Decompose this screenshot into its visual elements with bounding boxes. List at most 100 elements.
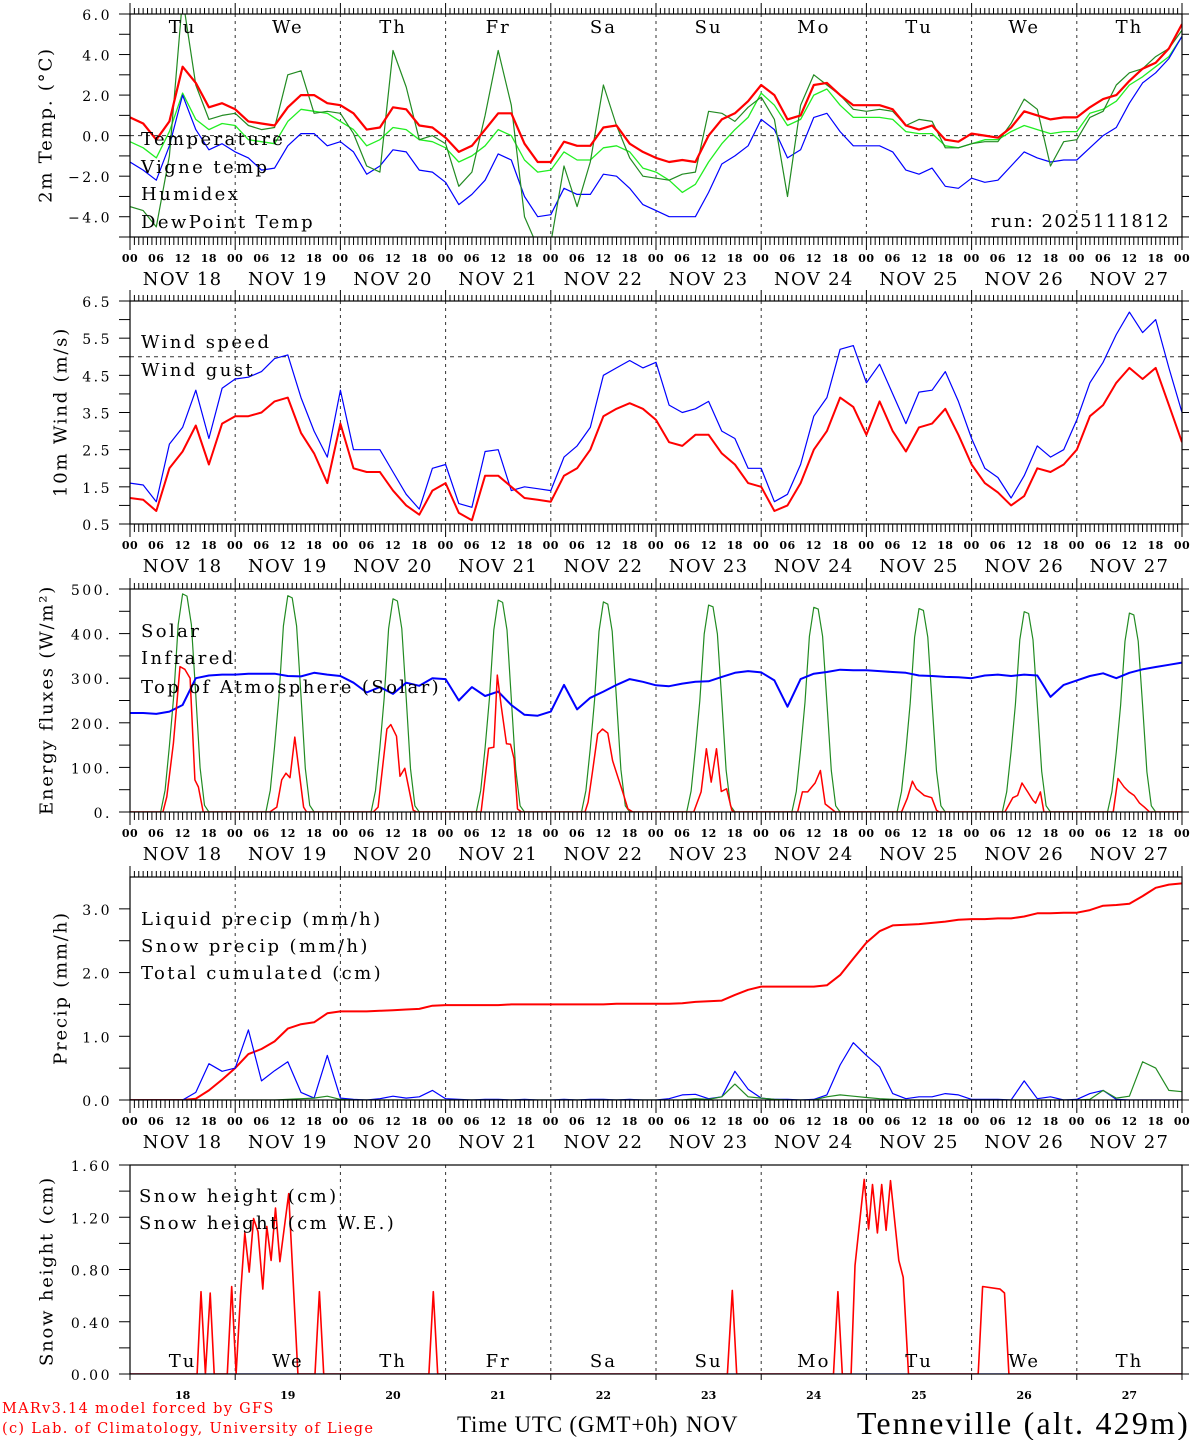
panel-1: −4.0 −2.0 0.0 2.0 4.0 6.0 00 06 12 18 NOV 18 00 06 12… bbox=[68, 3, 1190, 290]
hour-tick-label: 06 bbox=[359, 827, 375, 840]
day-name-label: Th bbox=[1116, 17, 1144, 38]
hour-tick-label: 18 bbox=[201, 827, 217, 840]
legend-infrared: Infrared bbox=[141, 648, 236, 669]
day-name-label: We bbox=[1008, 17, 1040, 38]
date-label: NOV 27 bbox=[1090, 556, 1170, 577]
y-tick-label: 300. bbox=[71, 672, 112, 688]
hour-tick-label: 18 bbox=[201, 1115, 217, 1128]
date-label: NOV 26 bbox=[984, 844, 1064, 865]
date-label: NOV 25 bbox=[879, 269, 959, 290]
hour-tick-label: 12 bbox=[595, 539, 611, 552]
hour-tick-label: 12 bbox=[1016, 539, 1032, 552]
y-tick-label: 4.5 bbox=[82, 369, 112, 385]
hour-tick-label: 18 bbox=[622, 252, 638, 265]
hour-tick-label: 00 bbox=[332, 252, 348, 265]
y-tick-label: 500. bbox=[71, 583, 112, 599]
date-label: NOV 25 bbox=[879, 556, 959, 577]
hour-tick-label: 00 bbox=[227, 1115, 243, 1128]
humidex-line bbox=[130, 35, 1182, 218]
hour-tick-label: 06 bbox=[148, 827, 164, 840]
hour-tick-label: 06 bbox=[569, 539, 585, 552]
day-name-label: Mo bbox=[797, 17, 830, 38]
hour-tick-label: 06 bbox=[569, 827, 585, 840]
y-axis-title-snow: Snow height (cm) bbox=[36, 1176, 57, 1366]
solar-line bbox=[130, 665, 1182, 812]
date-label: NOV 19 bbox=[248, 1132, 328, 1153]
hour-tick-label: 18 bbox=[832, 1115, 848, 1128]
hour-tick-label: 00 bbox=[858, 827, 874, 840]
hour-tick-label: 06 bbox=[885, 1115, 901, 1128]
dewpoint-temp-line bbox=[130, 35, 1182, 194]
date-label: NOV 19 bbox=[248, 844, 328, 865]
hour-tick-label: 06 bbox=[569, 252, 585, 265]
hour-tick-label: 06 bbox=[359, 1115, 375, 1128]
day-name-label: Th bbox=[379, 17, 407, 38]
y-tick-label: 2.0 bbox=[82, 967, 112, 983]
y-tick-label: −4.0 bbox=[68, 211, 112, 227]
date-label: NOV 20 bbox=[353, 1132, 433, 1153]
hour-tick-label: 18 bbox=[1148, 1115, 1164, 1128]
panel-2: 0.5 1.5 2.5 3.5 4.5 5.5 6.5 00 06 12 18 NOV 18 00 06 1… bbox=[82, 290, 1190, 577]
hour-tick-label: 12 bbox=[1016, 1115, 1032, 1128]
day-name-label: We bbox=[272, 1351, 304, 1372]
legend-solar: Solar bbox=[141, 621, 201, 642]
date-label: NOV 26 bbox=[984, 1132, 1064, 1153]
hour-tick-label: 00 bbox=[753, 827, 769, 840]
y-tick-label: 0.0 bbox=[82, 130, 112, 146]
date-label: NOV 21 bbox=[458, 844, 538, 865]
y-tick-label: 0.40 bbox=[71, 1316, 112, 1332]
hour-tick-label: 06 bbox=[464, 539, 480, 552]
date-label: NOV 18 bbox=[143, 269, 223, 290]
hour-tick-label: 06 bbox=[674, 827, 690, 840]
legend-dewpoint-temp: DewPoint Temp bbox=[141, 212, 315, 233]
hour-tick-label: 12 bbox=[490, 1115, 506, 1128]
legend-wind-gust: Wind gust bbox=[141, 360, 255, 381]
hour-tick-label: 00 bbox=[648, 252, 664, 265]
y-tick-label: 6.5 bbox=[82, 295, 112, 311]
hour-tick-label: 00 bbox=[543, 539, 559, 552]
hour-tick-label: 12 bbox=[595, 252, 611, 265]
date-label: NOV 20 bbox=[353, 556, 433, 577]
series-group bbox=[130, 14, 1182, 237]
hour-tick-label: 06 bbox=[464, 1115, 480, 1128]
day-name-label: Th bbox=[1116, 1351, 1144, 1372]
hour-tick-label: 00 bbox=[648, 827, 664, 840]
y-tick-label: 2.0 bbox=[82, 89, 112, 105]
y-tick-label: 200. bbox=[71, 717, 112, 733]
hour-tick-label: 12 bbox=[385, 1115, 401, 1128]
date-label: NOV 24 bbox=[774, 269, 854, 290]
hour-tick-label: 12 bbox=[595, 1115, 611, 1128]
run-annotation: run: 2025111812 bbox=[991, 211, 1170, 232]
hour-tick-label: 18 bbox=[937, 539, 953, 552]
hour-tick-label: 00 bbox=[122, 252, 138, 265]
panel-5: 0.00 0.40 0.80 1.20 1.60 18 19 20 21 22 23 24 25 26 27… bbox=[71, 1159, 1189, 1402]
hour-tick-label: 00 bbox=[543, 1115, 559, 1128]
hour-tick-label: 12 bbox=[806, 539, 822, 552]
hour-tick-label: 06 bbox=[1095, 539, 1111, 552]
hour-tick-label: 12 bbox=[806, 1115, 822, 1128]
day-name-label: We bbox=[272, 17, 304, 38]
hour-tick-label: 00 bbox=[437, 252, 453, 265]
date-label: NOV 26 bbox=[984, 556, 1064, 577]
hour-tick-label: 00 bbox=[543, 252, 559, 265]
y-tick-label: −2.0 bbox=[68, 170, 112, 186]
hour-tick-label: 18 bbox=[832, 252, 848, 265]
hour-tick-label: 06 bbox=[253, 539, 269, 552]
hour-tick-label: 18 bbox=[937, 1115, 953, 1128]
day-number-label: 21 bbox=[491, 1389, 506, 1402]
date-label: NOV 27 bbox=[1090, 844, 1170, 865]
hour-tick-label: 06 bbox=[148, 539, 164, 552]
hour-tick-label: 18 bbox=[727, 539, 743, 552]
hour-tick-label: 06 bbox=[674, 539, 690, 552]
legend-temperature-panel: Temperature Vigne temp Humidex DewPoint … bbox=[140, 129, 1170, 233]
infrared-line bbox=[130, 661, 1182, 717]
hour-tick-label: 06 bbox=[359, 252, 375, 265]
legend-wind-speed: Wind speed bbox=[141, 332, 271, 353]
hour-tick-label: 12 bbox=[280, 827, 296, 840]
hour-tick-label: 12 bbox=[280, 252, 296, 265]
hour-tick-label: 00 bbox=[227, 252, 243, 265]
hour-tick-label: 18 bbox=[306, 252, 322, 265]
hour-tick-label: 06 bbox=[253, 1115, 269, 1128]
hour-tick-label: 18 bbox=[201, 252, 217, 265]
hour-tick-label: 00 bbox=[648, 539, 664, 552]
